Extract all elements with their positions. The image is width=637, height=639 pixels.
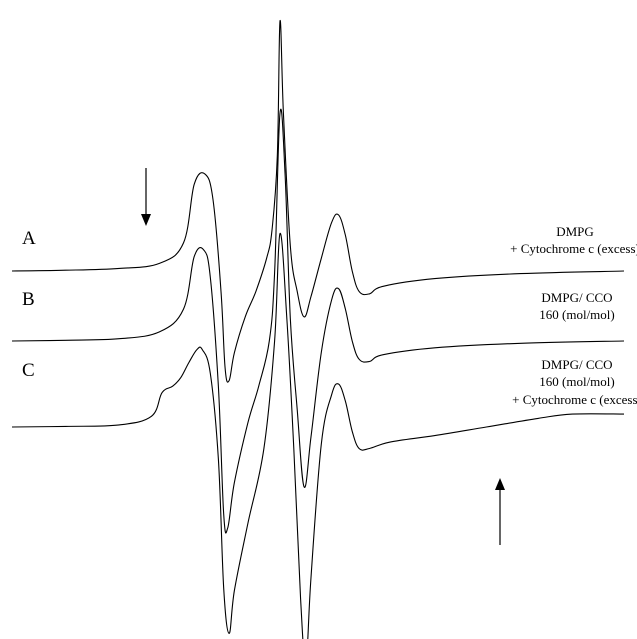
arrow-up-c-head	[495, 478, 505, 490]
spectra-traces	[11, 20, 625, 639]
annotation-b-line-2: 160 (mol/mol)	[539, 307, 614, 322]
annotation-c-line-3: + Cytochrome c (excess)	[512, 392, 637, 407]
annotation-b-line-1: DMPG/ CCO	[541, 290, 612, 305]
annotation-c-line-1: DMPG/ CCO	[541, 357, 612, 372]
arrow-down-a-head	[141, 214, 151, 226]
trace-label-b: B	[22, 289, 35, 310]
trace-b	[11, 108, 625, 534]
trace-label-a: A	[22, 228, 36, 249]
annotation-a-line-1: DMPG	[556, 224, 594, 239]
trace-c	[11, 232, 625, 639]
annotation-c-line-2: 160 (mol/mol)	[539, 374, 614, 389]
trace-annotations: DMPG + Cytochrome c (excess) DMPG/ CCO 160 …	[510, 224, 637, 407]
trace-a	[11, 20, 625, 383]
trace-label-c: C	[22, 360, 35, 381]
arrows	[141, 168, 505, 545]
annotation-a-line-2: + Cytochrome c (excess)	[510, 241, 637, 256]
